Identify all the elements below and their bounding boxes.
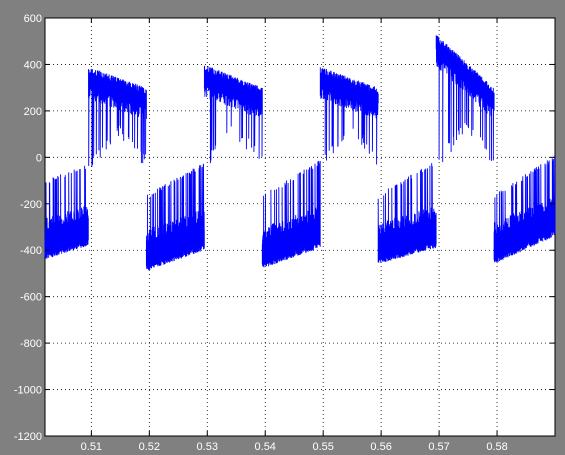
x-tick-label: 0.51 [81,441,102,453]
series-band-negative [494,206,555,259]
y-tick-label: 400 [24,59,42,71]
series-band-positive [320,72,379,110]
x-tick-label: 0.52 [139,441,160,453]
series-band-negative [378,217,437,259]
series-band-positive [436,40,495,110]
x-tick-label: 0.53 [197,441,218,453]
x-tick-label: 0.55 [312,441,333,453]
grid-layer [45,17,555,437]
series-band-negative [45,215,89,254]
tick-layer [45,17,555,437]
x-tick-label: 0.58 [486,441,507,453]
series-layer [44,35,556,271]
y-tick-label: 600 [24,13,42,25]
series-band-positive [88,72,147,110]
y-tick-label: -600 [20,292,42,304]
y-tick-label: -1200 [14,431,42,443]
x-tick-label: 0.54 [255,441,276,453]
y-tick-labels: 600 400 200 0 -200 -400 -600 -800 -1000 -1200 [14,13,42,443]
y-tick-label: 200 [24,106,42,118]
y-tick-label: -200 [20,199,42,211]
y-tick-label: -800 [20,338,42,350]
x-tick-labels: 0.51 0.52 0.53 0.54 0.55 0.56 0.57 0.58 [81,441,508,453]
y-tick-label: -400 [20,245,42,257]
series-band-positive [204,70,263,110]
x-tick-label: 0.56 [370,441,391,453]
series-band-negative [262,217,321,263]
series-band-negative [146,220,205,266]
x-tick-label: 0.57 [428,441,449,453]
y-tick-label: -1000 [14,385,42,397]
y-tick-label: 0 [36,152,42,164]
